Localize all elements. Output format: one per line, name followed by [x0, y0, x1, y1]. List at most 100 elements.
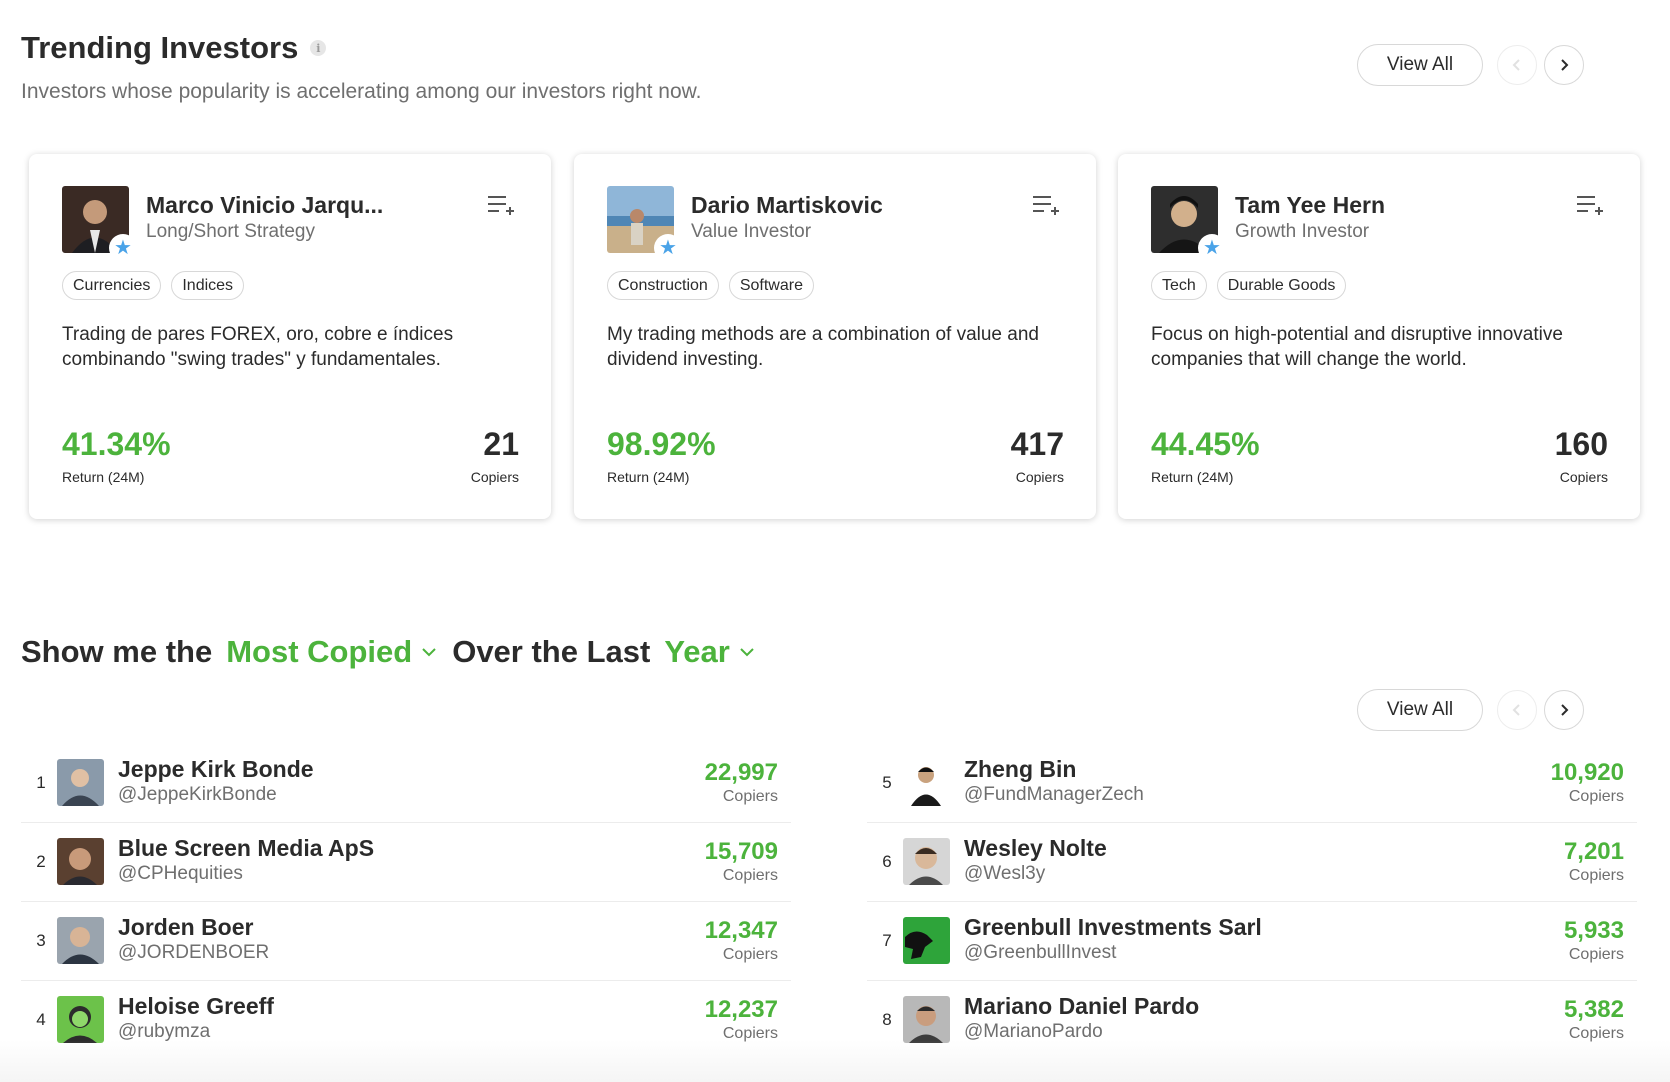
copiers-label: Copiers — [1568, 946, 1624, 963]
copiers-label: Copiers — [722, 867, 778, 884]
investor-handle: @rubymza — [118, 1021, 211, 1042]
add-to-watchlist-icon[interactable] — [1576, 194, 1604, 216]
tag[interactable]: Currencies — [62, 271, 162, 300]
return-label: Return (24M) — [1151, 469, 1234, 485]
investor-handle: @Wesl3y — [964, 863, 1046, 884]
info-icon[interactable]: i — [310, 40, 327, 56]
investor-card[interactable]: ★ Tam Yee Hern Growth Investor Tech Dura… — [1118, 154, 1640, 519]
rank-number: 1 — [36, 773, 46, 792]
investor-name[interactable]: Blue Screen Media ApS — [118, 835, 375, 861]
avatar[interactable] — [903, 996, 950, 1043]
copiers-label: Copiers — [722, 788, 778, 805]
rank-number: 4 — [36, 1010, 46, 1029]
investor-description: Trading de pares FOREX, oro, cobre e índ… — [62, 324, 454, 370]
investor-name[interactable]: Heloise Greeff — [118, 993, 274, 1019]
investor-name[interactable]: Greenbull Investments Sarl — [964, 914, 1262, 940]
tag[interactable]: Indices — [171, 271, 245, 300]
rank-number: 7 — [882, 931, 892, 950]
filter-middle: Over the Last — [452, 634, 651, 669]
add-to-watchlist-icon[interactable] — [487, 194, 515, 216]
return-value: 44.45% — [1151, 426, 1260, 462]
copiers-value: 417 — [1010, 426, 1064, 462]
tag-list: Tech Durable Goods — [1151, 271, 1347, 300]
trending-view-all-button[interactable]: View All — [1357, 44, 1483, 86]
period-dropdown[interactable]: Year — [664, 634, 756, 670]
tag[interactable]: Tech — [1151, 271, 1207, 300]
leaderboard-row[interactable]: 1 Jeppe Kirk Bonde @JeppeKirkBonde 22,99… — [21, 744, 791, 823]
investor-name[interactable]: Zheng Bin — [964, 756, 1077, 782]
chevron-down-icon — [740, 648, 754, 657]
bottom-fade — [0, 1040, 1670, 1082]
copiers-count: 5,933 — [1563, 917, 1624, 944]
leaderboard-row[interactable]: 6 Wesley Nolte @Wesl3y 7,201 Copiers — [867, 823, 1637, 902]
investor-name[interactable]: Wesley Nolte — [964, 835, 1107, 861]
investor-name[interactable]: Marco Vinicio Jarqu... — [146, 192, 384, 218]
avatar[interactable] — [1151, 186, 1218, 253]
star-icon: ★ — [109, 234, 137, 262]
rank-number: 6 — [882, 852, 892, 871]
leaderboard-prev-button[interactable] — [1497, 690, 1537, 730]
rank-number: 2 — [36, 852, 46, 871]
avatar[interactable] — [903, 838, 950, 885]
investor-handle: @FundManagerZech — [964, 784, 1144, 805]
leaderboard-row[interactable]: 7 Greenbull Investments Sarl @GreenbullI… — [867, 902, 1637, 981]
copiers-label: Copiers — [1568, 867, 1624, 884]
trending-next-button[interactable] — [1544, 45, 1584, 85]
investor-strategy: Long/Short Strategy — [146, 221, 315, 242]
copiers-count: 12,347 — [704, 917, 778, 944]
investor-card[interactable]: ★ Dario Martiskovic Value Investor Const… — [574, 154, 1096, 519]
leaderboard-row[interactable]: 5 Zheng Bin @FundManagerZech 10,920 Copi… — [867, 744, 1637, 823]
investor-name[interactable]: Dario Martiskovic — [691, 192, 883, 218]
investor-handle: @CPHequities — [118, 863, 243, 884]
copiers-count: 22,997 — [704, 759, 778, 786]
copiers-count: 12,237 — [704, 996, 778, 1023]
tag[interactable]: Durable Goods — [1216, 271, 1347, 300]
avatar[interactable] — [57, 996, 104, 1043]
investor-name[interactable]: Jeppe Kirk Bonde — [118, 756, 314, 782]
tag[interactable]: Software — [728, 271, 814, 300]
investor-name[interactable]: Jorden Boer — [118, 914, 254, 940]
star-icon: ★ — [654, 234, 682, 262]
copiers-label: Copiers — [1568, 788, 1624, 805]
return-value: 98.92% — [607, 426, 716, 462]
rank-number: 3 — [36, 931, 46, 950]
avatar[interactable] — [57, 917, 104, 964]
investor-name[interactable]: Mariano Daniel Pardo — [964, 993, 1200, 1019]
investor-handle: @JORDENBOER — [118, 942, 270, 963]
trending-title: Trending Investors i — [21, 30, 327, 66]
leaderboard-view-all-button[interactable]: View All — [1357, 689, 1483, 731]
leaderboard-row[interactable]: 4 Heloise Greeff @rubymza 12,237 Copiers — [21, 981, 791, 1060]
investor-handle: @GreenbullInvest — [964, 942, 1117, 963]
investor-name[interactable]: Tam Yee Hern — [1235, 192, 1386, 218]
leaderboard-next-button[interactable] — [1544, 690, 1584, 730]
leaderboard-row[interactable]: 2 Blue Screen Media ApS @CPHequities 15,… — [21, 823, 791, 902]
avatar[interactable] — [62, 186, 129, 253]
return-value: 41.34% — [62, 426, 171, 462]
copiers-count: 5,382 — [1563, 996, 1624, 1023]
trending-subtitle: Investors whose popularity is accelerati… — [21, 80, 702, 103]
avatar[interactable] — [903, 917, 950, 964]
copiers-label: Copiers — [1559, 469, 1608, 485]
copiers-count: 7,201 — [1563, 838, 1624, 865]
copiers-label: Copiers — [470, 469, 519, 485]
avatar[interactable] — [903, 759, 950, 806]
avatar[interactable] — [57, 759, 104, 806]
add-to-watchlist-icon[interactable] — [1032, 194, 1060, 216]
return-label: Return (24M) — [62, 469, 145, 485]
investor-card[interactable]: ★ Marco Vinicio Jarqu... Long/Short Stra… — [29, 154, 551, 519]
avatar[interactable] — [57, 838, 104, 885]
investor-handle: @JeppeKirkBonde — [118, 784, 277, 805]
copiers-value: 160 — [1554, 426, 1608, 462]
return-label: Return (24M) — [607, 469, 690, 485]
tag-list: Construction Software — [607, 271, 814, 300]
investor-handle: @MarianoPardo — [964, 1021, 1103, 1042]
trending-prev-button[interactable] — [1497, 45, 1537, 85]
copiers-count: 15,709 — [704, 838, 778, 865]
leaderboard-row[interactable]: 8 Mariano Daniel Pardo @MarianoPardo 5,3… — [867, 981, 1637, 1060]
tag-list: Currencies Indices — [62, 271, 245, 300]
copiers-count: 10,920 — [1550, 759, 1624, 786]
leaderboard-row[interactable]: 3 Jorden Boer @JORDENBOER 12,347 Copiers — [21, 902, 791, 981]
metric-dropdown[interactable]: Most Copied — [226, 634, 438, 670]
investor-strategy: Value Investor — [691, 221, 812, 242]
tag[interactable]: Construction — [607, 271, 719, 300]
